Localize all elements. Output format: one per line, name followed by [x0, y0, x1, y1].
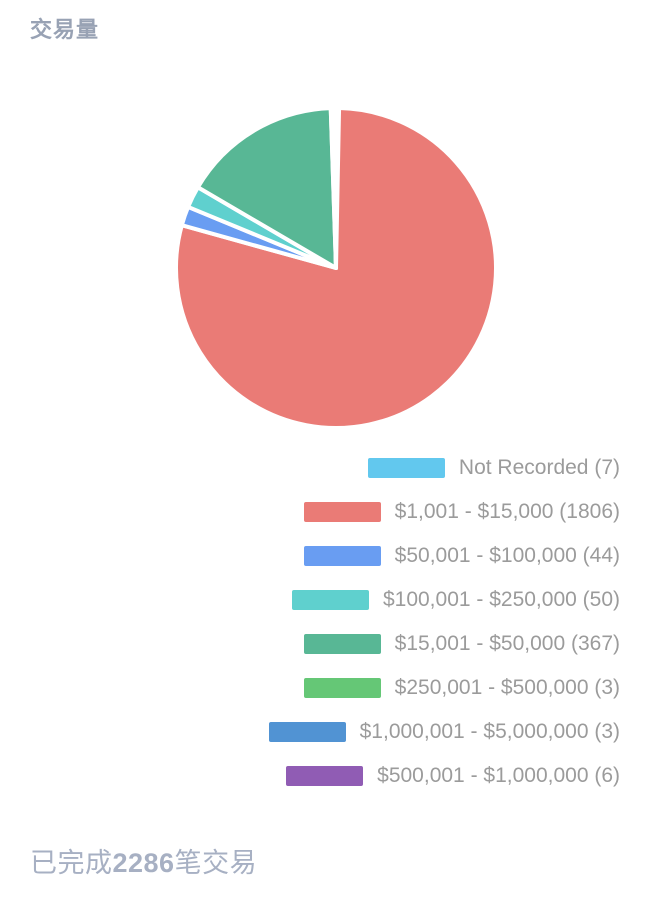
footer-suffix: 笔交易 — [174, 848, 258, 878]
pie-slice[interactable] — [331, 105, 338, 270]
legend-item[interactable]: $500,001 - $1,000,000 (6) — [286, 765, 620, 786]
legend-label: Not Recorded (7) — [458, 456, 620, 479]
pie-chart-container — [171, 103, 501, 433]
legend-swatch — [303, 501, 381, 522]
legend-label: $100,001 - $250,000 (50) — [382, 588, 620, 611]
legend-label: $500,001 - $1,000,000 (6) — [377, 764, 620, 787]
footer-prefix: 已完成 — [30, 848, 113, 878]
legend-label: $250,001 - $500,000 (3) — [394, 676, 620, 699]
legend-item[interactable]: Not Recorded (7) — [367, 456, 620, 479]
legend-item[interactable]: $50,001 - $100,000 (44) — [303, 544, 620, 567]
legend-label: $50,001 - $100,000 (44) — [394, 544, 620, 567]
legend-swatch — [367, 457, 445, 478]
legend-swatch — [303, 633, 381, 654]
legend-swatch — [303, 545, 381, 566]
legend-item[interactable]: $15,001 - $50,000 (367) — [303, 632, 620, 655]
legend-swatch — [303, 677, 381, 698]
legend-swatch — [291, 589, 369, 610]
pie-slice[interactable] — [195, 106, 338, 270]
footer-count: 2286 — [112, 848, 175, 878]
legend-label: $1,000,001 - $5,000,000 (3) — [359, 720, 620, 743]
footer-summary: 已完成2286笔交易 — [30, 841, 257, 880]
legend-item[interactable]: $250,001 - $500,000 (3) — [303, 676, 620, 699]
legend-label: $1,001 - $15,000 (1806) — [394, 500, 620, 523]
legend-item[interactable]: $100,001 - $250,000 (50) — [291, 588, 620, 611]
legend-swatch — [268, 721, 346, 742]
legend-label: $15,001 - $50,000 (367) — [394, 632, 620, 655]
pie-chart — [174, 105, 498, 430]
legend-swatch — [286, 765, 364, 786]
legend: Not Recorded (7) $1,001 - $15,000 (1806) $… — [268, 456, 620, 809]
page-title: 交易量 — [30, 17, 100, 42]
legend-item[interactable]: $1,001 - $15,000 (1806) — [303, 500, 620, 523]
legend-item[interactable]: $1,000,001 - $5,000,000 (3) — [268, 720, 620, 743]
